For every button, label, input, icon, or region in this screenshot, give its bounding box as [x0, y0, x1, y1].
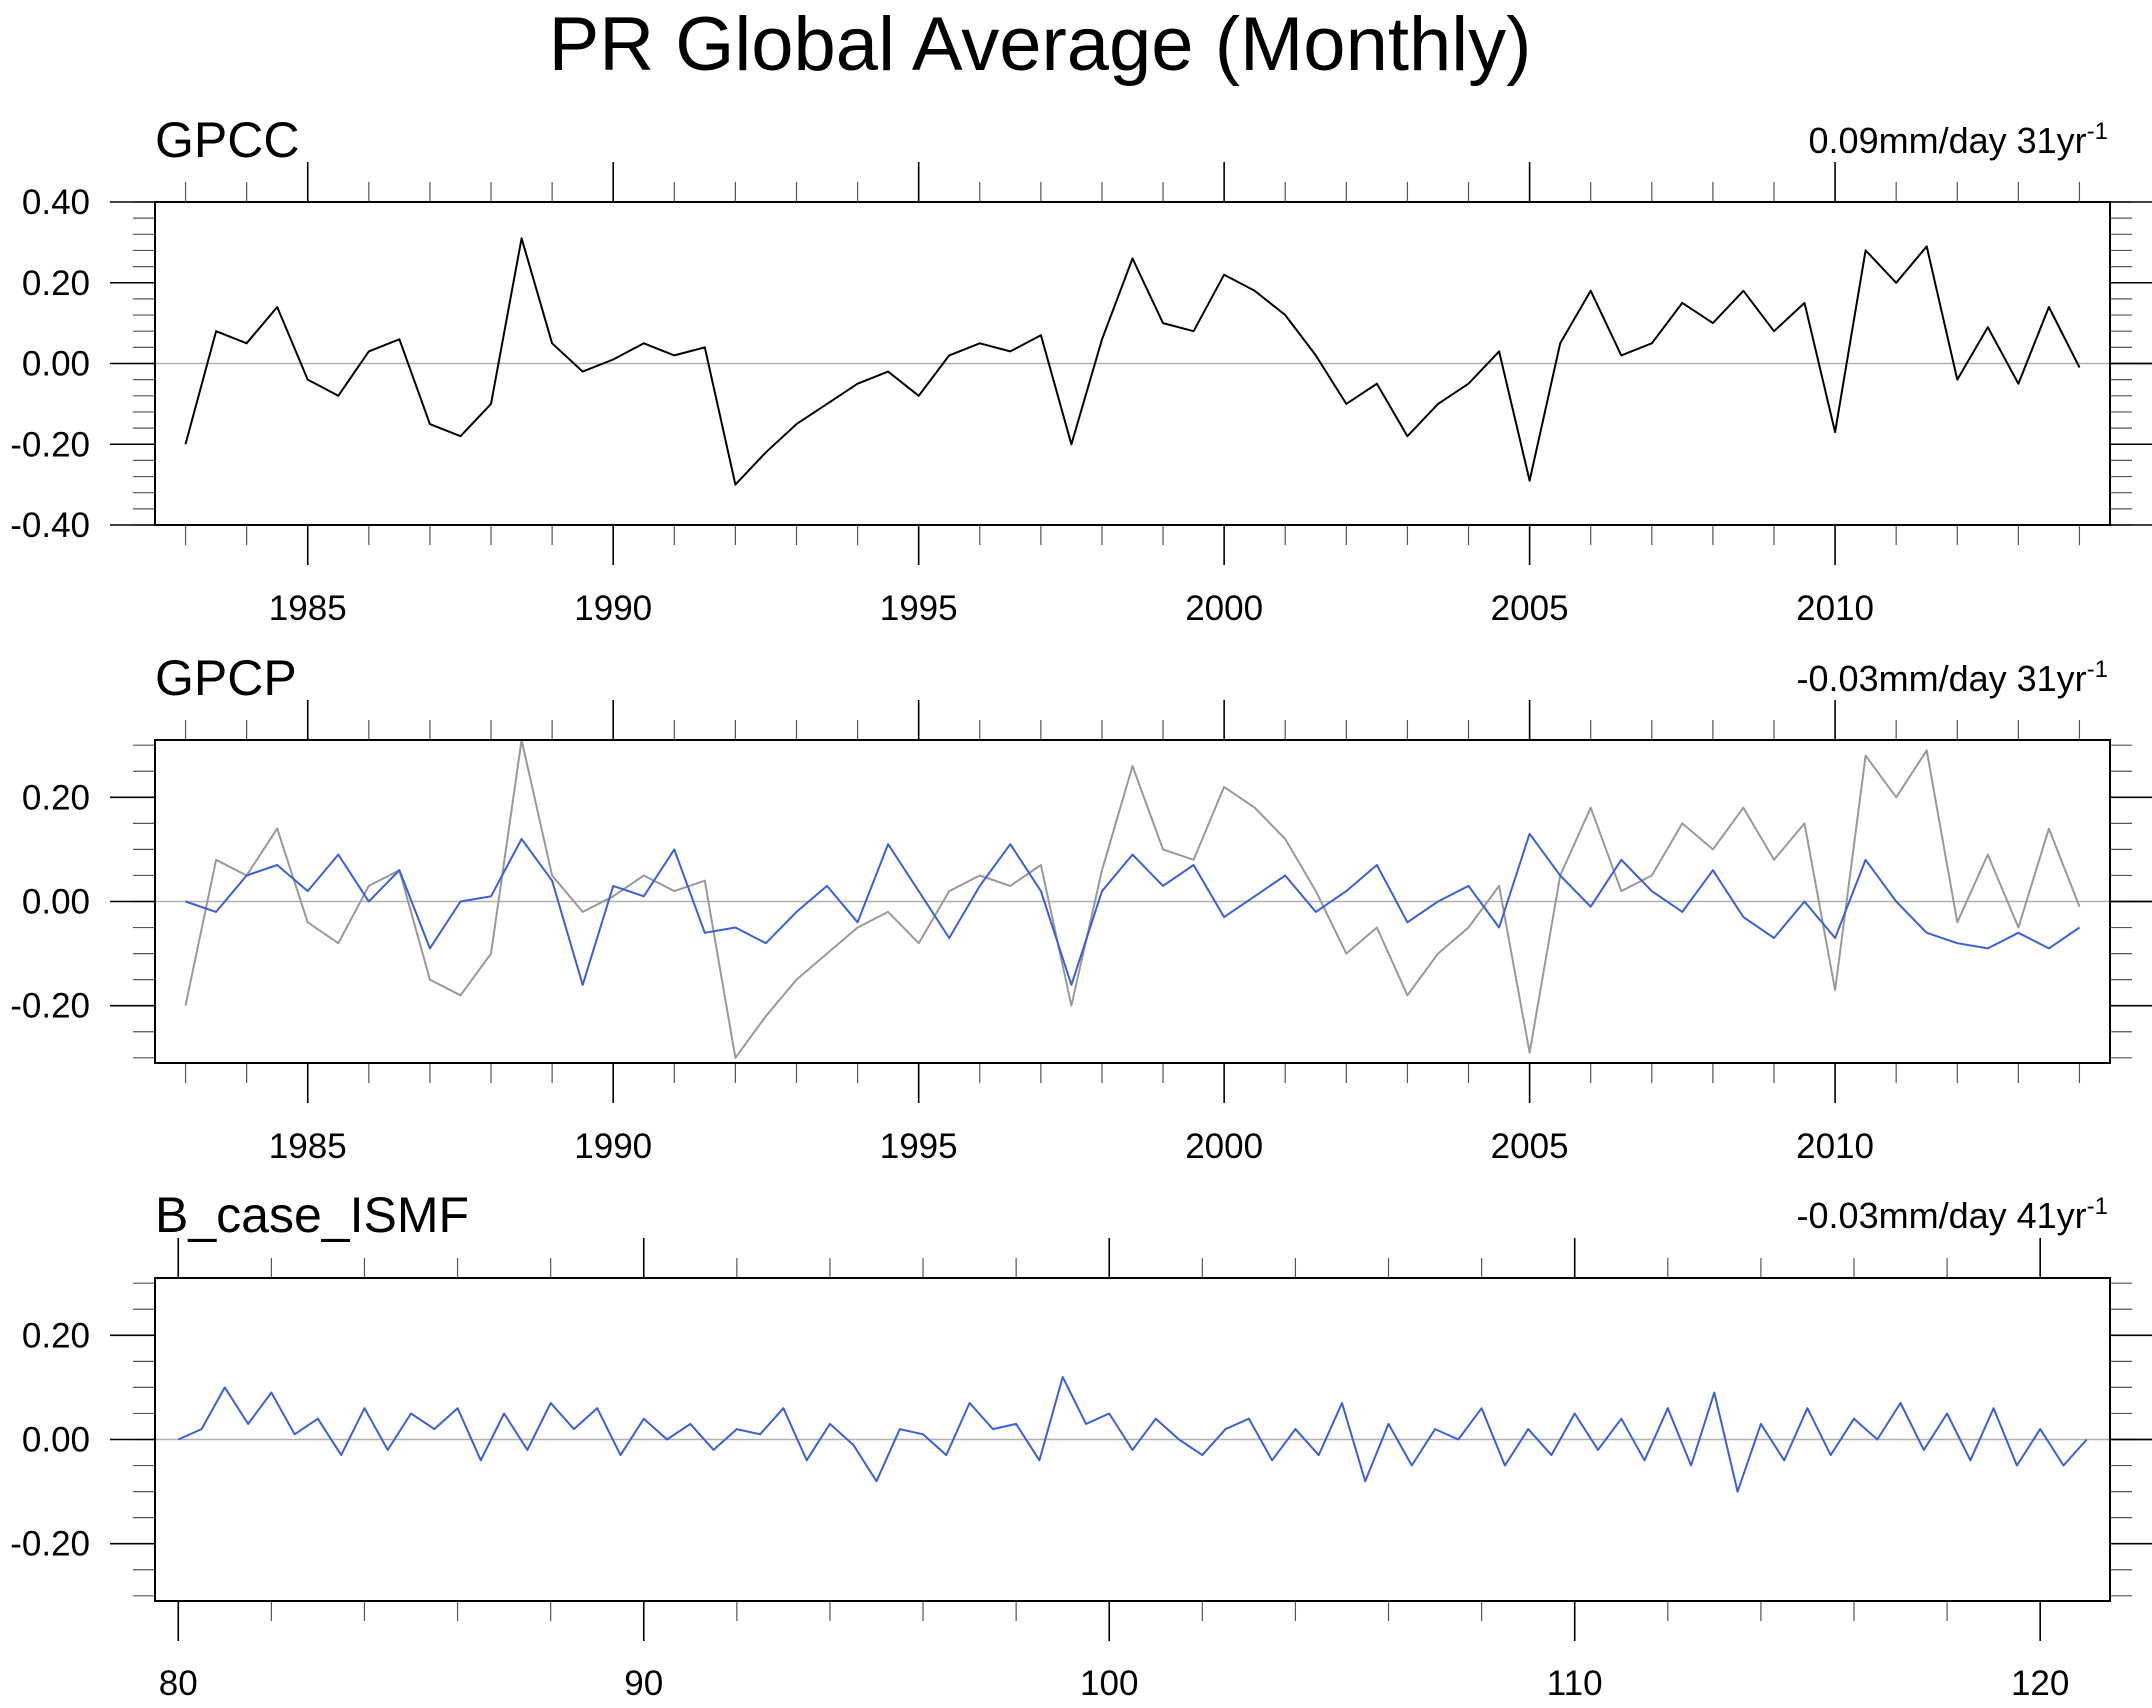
series-line-b-case-ismf [177, 1376, 2088, 1493]
x-tick-label: 1985 [269, 1127, 347, 1166]
series-line-gpcc [184, 237, 2081, 486]
y-tick-label: -0.40 [10, 506, 90, 545]
panel-2: GPCP -0.03mm/day 31yr-1 -0.20 0.00 0.20 1985 1… [10, 650, 2152, 1166]
x-tick-label: 1995 [880, 1127, 958, 1166]
x-tick-label: 2010 [1796, 1127, 1874, 1166]
plot-frame [154, 739, 2111, 1064]
x-tick-label: 2000 [1185, 1127, 1263, 1166]
panel-title: B_case_ISMF [155, 1187, 469, 1243]
x-tick-label: 2005 [1491, 589, 1569, 628]
panel-1: GPCC 0.09mm/day 31yr-1 -0.40 -0.20 0.00 0.20 0… [10, 112, 2152, 628]
x-tick-label: 120 [2011, 1664, 2069, 1703]
plot-frame [154, 201, 2111, 526]
y-tick-label: 0.20 [22, 778, 90, 817]
y-tick-label: -0.20 [10, 425, 90, 464]
x-tick-label: 1990 [574, 1127, 652, 1166]
x-tick-label: 1990 [574, 589, 652, 628]
trend-label: -0.03mm/day 41yr-1 [1797, 1193, 2108, 1236]
y-tick-label: -0.20 [10, 1525, 90, 1564]
x-tick-label: 2000 [1185, 589, 1263, 628]
trend-label: -0.03mm/day 31yr-1 [1797, 656, 2108, 699]
x-tick-label: 2005 [1491, 1127, 1569, 1166]
y-tick-label: 0.00 [22, 1421, 90, 1460]
y-tick-label: 0.00 [22, 883, 90, 922]
panel-title: GPCP [155, 650, 297, 706]
x-tick-label: 110 [1547, 1664, 1603, 1703]
y-tick-label: 0.00 [22, 345, 90, 384]
x-tick-label: 2010 [1796, 589, 1874, 628]
y-tick-label: 0.20 [22, 264, 90, 303]
panel-title: GPCC [155, 112, 299, 168]
x-tick-label: 1985 [269, 589, 347, 628]
x-tick-label: 100 [1080, 1664, 1138, 1703]
trend-exponent: -1 [2087, 118, 2108, 145]
y-tick-label: 0.40 [22, 183, 90, 222]
x-tick-label: 90 [624, 1664, 663, 1703]
main-title: PR Global Average (Monthly) [549, 2, 1532, 87]
plot-frame [154, 1277, 2111, 1602]
x-tick-label: 80 [159, 1664, 198, 1703]
trend-value: 0.09mm/day 31yr [1809, 120, 2087, 161]
trend-exponent: -1 [2087, 656, 2108, 683]
x-tick-label: 1995 [880, 589, 958, 628]
trend-value: -0.03mm/day 31yr [1797, 658, 2087, 699]
y-tick-label: 0.20 [22, 1316, 90, 1355]
trend-value: -0.03mm/day 41yr [1797, 1195, 2087, 1236]
trend-exponent: -1 [2087, 1193, 2108, 1220]
panel-3: B_case_ISMF -0.03mm/day 41yr-1 -0.20 0.00 0.… [10, 1187, 2152, 1703]
y-tick-label: -0.20 [10, 987, 90, 1026]
trend-label: 0.09mm/day 31yr-1 [1809, 118, 2108, 161]
series-line-gpcc-reference- [184, 739, 2081, 1059]
series-line-gpcp [185, 832, 2081, 986]
